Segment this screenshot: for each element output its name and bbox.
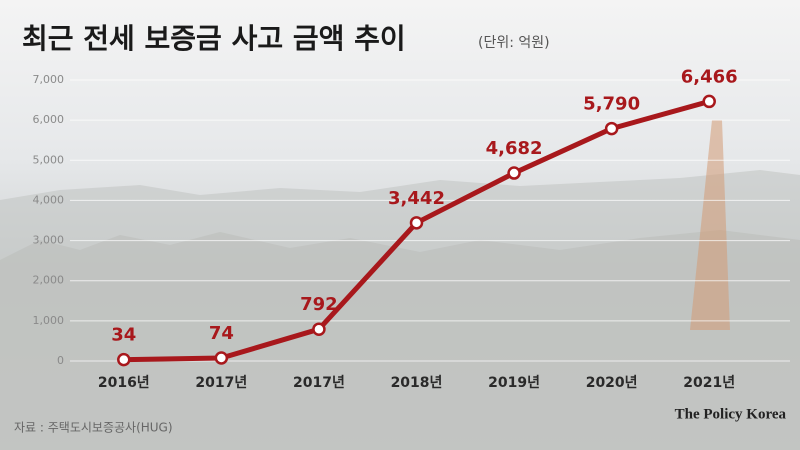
- x-tick-label: 2018년: [391, 375, 443, 391]
- y-tick-label: 3,000: [33, 234, 65, 247]
- x-tick-label: 2017년: [195, 375, 247, 391]
- value-label: 74: [209, 323, 234, 344]
- y-tick-label: 7,000: [33, 73, 65, 86]
- x-tick-label: 2021년: [683, 375, 735, 391]
- chart-title: 최근 전세 보증금 사고 금액 추이: [22, 22, 406, 55]
- value-label: 4,682: [486, 138, 543, 159]
- marker: [507, 166, 521, 180]
- marker: [312, 322, 326, 336]
- y-tick-label: 6,000: [33, 113, 65, 126]
- x-tick-label: 2016년: [98, 375, 150, 391]
- city-silhouette: [0, 230, 800, 450]
- brand: The Policy Korea: [675, 406, 787, 422]
- x-tick-label: 2017년: [293, 375, 345, 391]
- x-tick-label: 2020년: [586, 375, 638, 391]
- marker: [214, 351, 229, 365]
- marker: [117, 352, 131, 367]
- y-tick-label: 5,000: [33, 153, 65, 166]
- value-label: 3,442: [388, 188, 445, 209]
- source: 자료 : 주택도시보증공사(HUG): [14, 421, 173, 435]
- value-label: 792: [300, 294, 338, 315]
- y-tick-label: 0: [57, 354, 64, 367]
- marker: [702, 94, 716, 109]
- x-tick-label: 2019년: [488, 375, 540, 391]
- tower: [690, 120, 730, 330]
- value-label: 5,790: [583, 94, 640, 115]
- value-label: 6,466: [681, 66, 738, 87]
- y-tick-label: 4,000: [33, 193, 65, 206]
- chart-subtitle: (단위: 억원): [478, 35, 550, 51]
- marker: [409, 216, 424, 230]
- marker: [604, 121, 619, 136]
- value-label: 34: [111, 325, 136, 346]
- y-tick-label: 1,000: [33, 314, 65, 327]
- y-tick-label: 2,000: [33, 274, 65, 287]
